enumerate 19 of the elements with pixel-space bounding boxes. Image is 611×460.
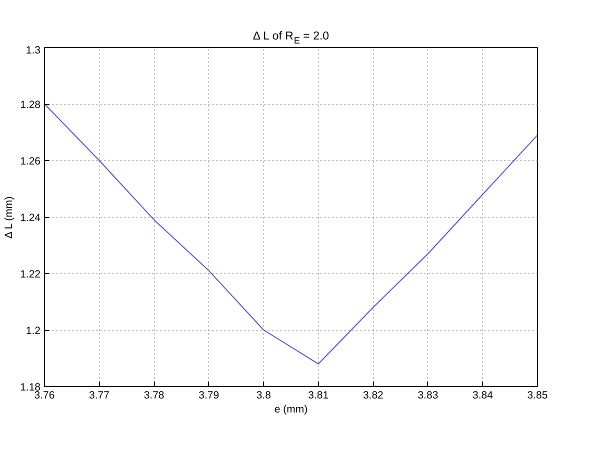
x-tick-label: 3.76 — [34, 390, 55, 402]
y-tick-label: 1.22 — [20, 268, 41, 280]
y-axis-title: Δ L (mm) — [3, 196, 16, 239]
line-series — [44, 104, 538, 364]
x-tick-label: 3.8 — [256, 390, 272, 402]
y-tick-label: 1.2 — [26, 325, 41, 337]
x-tick-label: 3.77 — [89, 390, 110, 402]
y-tick-label: 1.28 — [20, 99, 41, 111]
x-tick-label: 3.78 — [144, 390, 164, 402]
x-tick-label: 3.79 — [198, 390, 220, 402]
x-tick-label: 3.83 — [418, 390, 438, 402]
x-tick-label: 3.82 — [362, 390, 384, 402]
x-tick-label: 3.85 — [527, 390, 548, 402]
y-tick-label: 1.3 — [26, 44, 41, 56]
x-tick-label: 3.81 — [308, 390, 329, 402]
x-axis-title: e (mm) — [274, 404, 308, 416]
x-tick-label: 3.84 — [472, 390, 494, 402]
y-tick-label: 1.26 — [20, 156, 41, 168]
y-tick-label: 1.24 — [20, 212, 41, 224]
